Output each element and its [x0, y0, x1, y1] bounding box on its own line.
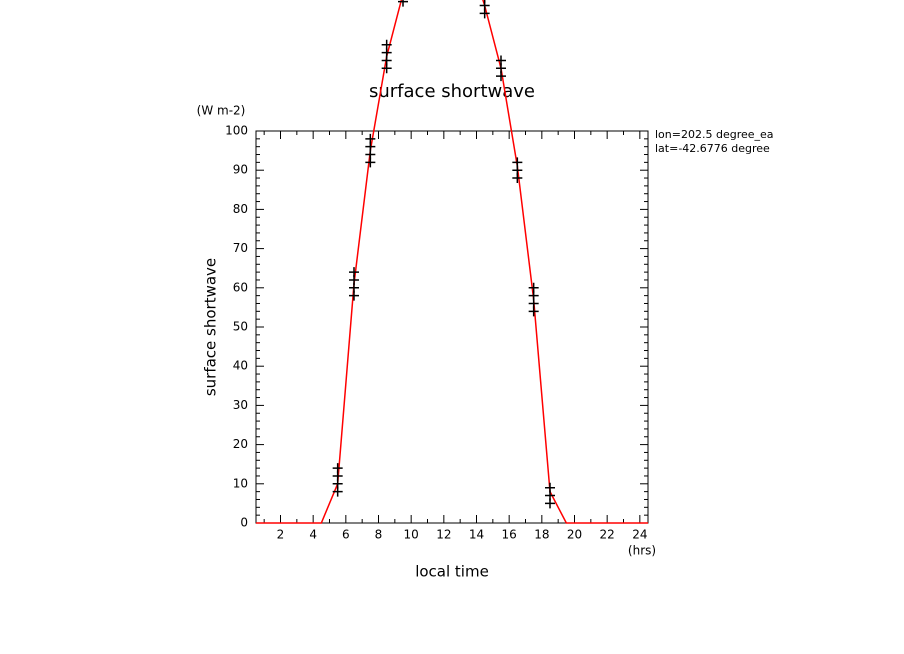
- x-tick-label: 6: [342, 528, 350, 542]
- x-tick-label: 24: [632, 528, 647, 542]
- y-tick-label: 90: [233, 163, 248, 177]
- y-tick-label: 70: [233, 241, 248, 255]
- y-tick-label: 30: [233, 398, 248, 412]
- x-tick-label: 10: [404, 528, 419, 542]
- y-tick-label: 60: [233, 280, 248, 294]
- point-marker: [398, 0, 408, 7]
- plot-frame: [255, 130, 649, 524]
- y-tick-label: 20: [233, 437, 248, 451]
- point-marker: [496, 55, 506, 66]
- y-axis-label: surface shortwave: [202, 258, 220, 396]
- x-tick-label: 4: [309, 528, 317, 542]
- chart-title: surface shortwave: [369, 81, 535, 102]
- y-tick-label: 40: [233, 359, 248, 373]
- x-tick-label: 8: [375, 528, 383, 542]
- y-tick-label: 0: [240, 516, 248, 530]
- point-marker: [349, 267, 359, 278]
- units-label: (W m-2): [197, 104, 246, 118]
- point-marker: [332, 463, 343, 474]
- x-tick-label: 12: [436, 528, 451, 542]
- x-units-label: (hrs): [628, 544, 656, 558]
- x-tick-label: 2: [277, 528, 285, 542]
- x-tick-label: 22: [600, 528, 615, 542]
- point-marker: [483, 0, 486, 3]
- point-marker: [545, 482, 555, 493]
- x-axis-label: local time: [415, 563, 489, 581]
- point-marker: [365, 133, 376, 144]
- side-note: lon=202.5 degree_ea: [655, 128, 774, 141]
- data-line: [256, 0, 648, 524]
- point-marker: [528, 282, 539, 293]
- y-tick-label: 50: [233, 320, 248, 334]
- y-tick-label: 100: [225, 124, 248, 138]
- y-tick-label: 10: [233, 476, 248, 490]
- point-marker: [512, 157, 523, 168]
- x-tick-label: 16: [502, 528, 517, 542]
- y-tick-label: 80: [233, 202, 248, 216]
- side-note: lat=-42.6776 degree: [655, 142, 770, 155]
- x-tick-label: 14: [469, 528, 484, 542]
- x-tick-label: 20: [567, 528, 582, 542]
- x-tick-label: 18: [534, 528, 549, 542]
- point-marker: [381, 39, 392, 50]
